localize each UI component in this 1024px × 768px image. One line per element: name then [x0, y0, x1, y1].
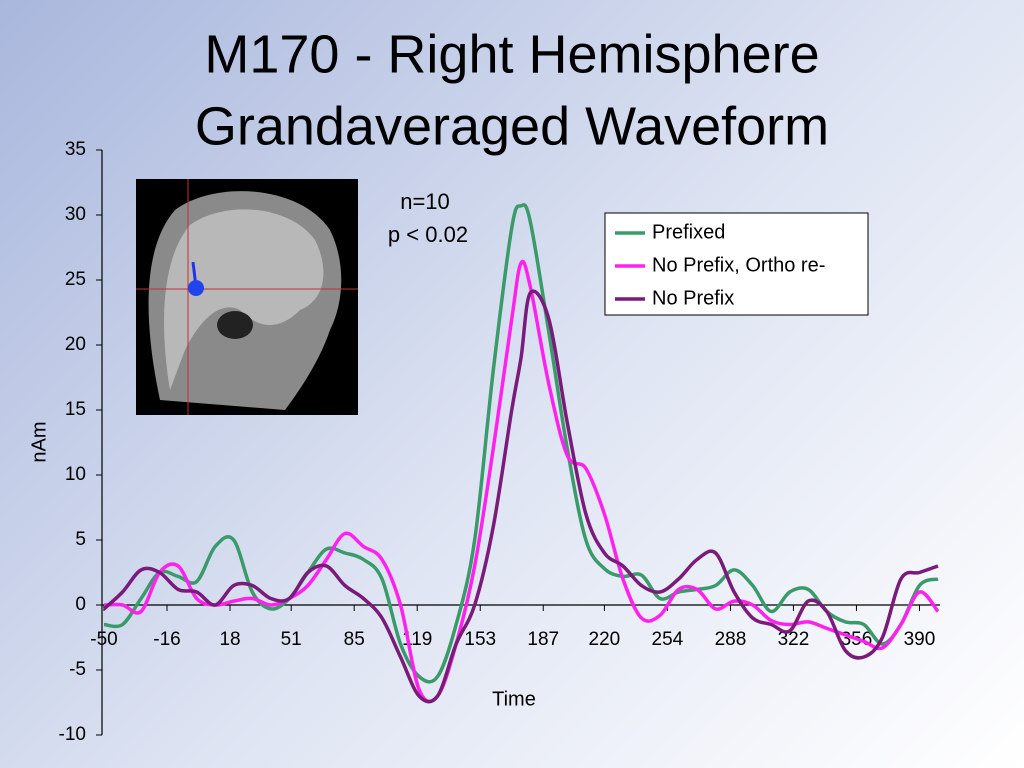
legend-label: Prefixed	[652, 221, 725, 243]
annotation: n=10	[400, 189, 450, 214]
y-tick-label: 35	[65, 139, 86, 160]
legend-box	[604, 212, 869, 316]
title-line: M170 - Right Hemisphere	[204, 24, 819, 84]
x-tick-label: 390	[904, 629, 936, 650]
x-tick-label: 18	[219, 629, 240, 650]
annotation: p < 0.02	[388, 222, 468, 247]
x-tick-label: -50	[90, 629, 117, 650]
x-tick-label: 51	[281, 629, 302, 650]
title-line: Grandaveraged Waveform	[195, 96, 829, 156]
y-tick-label: 5	[75, 529, 86, 550]
x-tick-label: -16	[153, 629, 180, 650]
y-tick-label: -5	[69, 659, 86, 680]
y-tick-label: 0	[75, 594, 86, 615]
y-tick-label: 25	[65, 269, 86, 290]
x-axis-label: Time	[492, 688, 536, 710]
brain-image	[136, 179, 358, 415]
x-tick-label: 85	[344, 629, 365, 650]
y-tick-label: -10	[59, 724, 86, 745]
legend-label: No Prefix, Ortho re-	[652, 254, 825, 276]
x-tick-label: 288	[715, 629, 747, 650]
series-line	[102, 289, 939, 704]
y-tick-label: 30	[65, 204, 86, 225]
legend-label: No Prefix	[652, 287, 734, 309]
series-line	[103, 259, 940, 704]
y-tick-label: 20	[65, 334, 86, 355]
y-axis-label: nAm	[28, 421, 50, 462]
x-tick-label: 254	[652, 629, 684, 650]
series-line	[103, 203, 939, 684]
x-tick-label: 187	[527, 629, 559, 650]
y-tick-label: 10	[65, 464, 86, 485]
x-tick-label: 153	[464, 629, 496, 650]
y-tick-label: 15	[65, 399, 86, 420]
x-tick-label: 220	[589, 629, 621, 650]
x-tick-label: 322	[778, 629, 810, 650]
